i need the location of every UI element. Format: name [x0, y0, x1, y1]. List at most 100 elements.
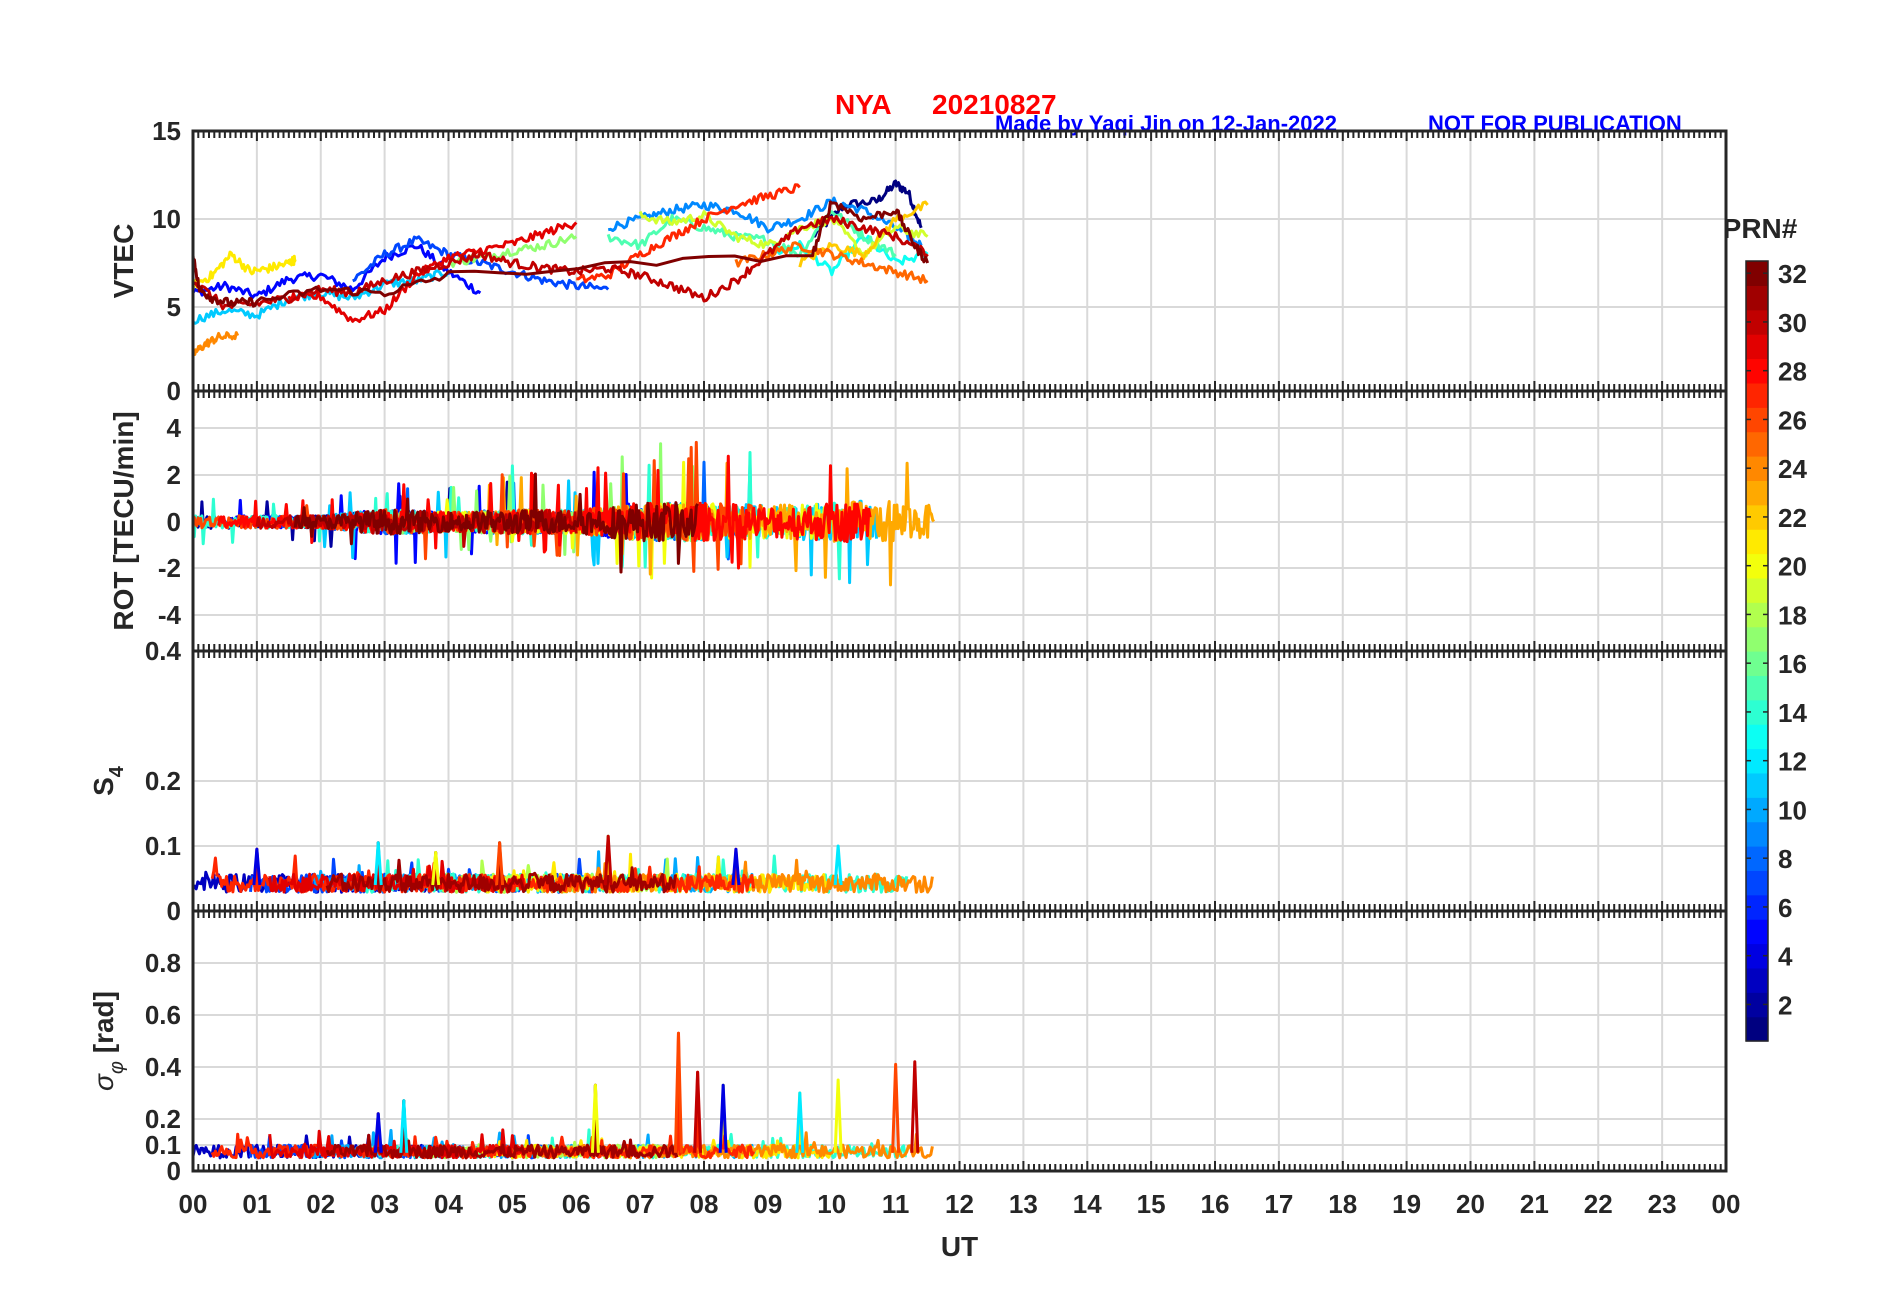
colorbar-segment: [1746, 651, 1768, 676]
x-tick-label: 02: [306, 1189, 335, 1219]
y-tick-label: 2: [167, 460, 181, 490]
x-tick-label: 05: [498, 1189, 527, 1219]
colorbar-segment: [1746, 261, 1768, 286]
x-tick-label: 23: [1648, 1189, 1677, 1219]
x-tick-label: 17: [1264, 1189, 1293, 1219]
sigma_phi-peak: [910, 1060, 920, 1153]
colorbar-tick-label: 14: [1778, 698, 1807, 728]
vtec-series-prn-27: [576, 183, 801, 284]
x-tick-label: 10: [817, 1189, 846, 1219]
panel-sigma_phi: 00.10.2 0.4 0.6 0.8 σφ [rad]: [88, 909, 1728, 1186]
x-tick-label: 01: [242, 1189, 271, 1219]
x-tick-label: 11: [882, 1189, 910, 1219]
vtec-series-prn-21: [193, 250, 297, 290]
colorbar-segment: [1746, 675, 1768, 701]
vtec-series-prn-30: [193, 214, 929, 311]
x-tick-label: 00: [179, 1189, 208, 1219]
vtec-series-prn-15: [606, 210, 897, 258]
colorbar-segment: [1746, 309, 1768, 335]
colorbar-segment: [1746, 382, 1768, 408]
colorbar-segment: [1746, 894, 1768, 920]
colorbar-segment: [1746, 626, 1768, 652]
vtec-series-prn-5: [193, 243, 482, 300]
title-date: 20210827: [932, 89, 1057, 120]
colorbar-segment: [1746, 602, 1768, 628]
x-tick-label: 22: [1584, 1189, 1613, 1219]
y-tick-label: 0.4: [145, 636, 182, 666]
x-tick-label: 14: [1073, 1189, 1102, 1219]
colorbar-tick-label: 16: [1778, 649, 1807, 679]
x-tick-label: 04: [434, 1189, 463, 1219]
sigma_phi-peak: [399, 1099, 409, 1153]
vtec-series-prn-25: [734, 241, 929, 284]
x-tick-label: 20: [1456, 1189, 1485, 1219]
x-tick-label: 16: [1201, 1189, 1230, 1219]
colorbar-tick-label: 10: [1778, 795, 1807, 825]
y-tick-label: 0: [167, 1156, 181, 1186]
x-minor-ticks: [192, 911, 1727, 1171]
colorbar-segment: [1746, 480, 1768, 506]
colorbar-segment: [1746, 699, 1768, 725]
panel-vtec: 0 5 10 15 VTEC: [108, 116, 1728, 406]
colorbar-segment: [1746, 821, 1768, 847]
colorbar-segment: [1746, 285, 1768, 311]
plot-area: [193, 1031, 934, 1160]
sigma_phi-peak: [693, 1070, 703, 1153]
y-tick-label: 0: [167, 376, 181, 406]
x-tick-label: 12: [945, 1189, 974, 1219]
colorbar-tick-label: 20: [1778, 552, 1807, 582]
colorbar-segment: [1746, 772, 1768, 798]
colorbar-segment: [1746, 992, 1768, 1018]
sigma_phi-series-prn-31: [325, 1083, 679, 1160]
colorbar-segment: [1746, 504, 1768, 530]
sigma_phi-peak: [795, 1091, 805, 1153]
colorbar-segment: [1746, 358, 1768, 384]
colorbar-segment: [1746, 334, 1768, 360]
s4-peak: [495, 841, 505, 886]
sigma_phi-peak: [673, 1031, 683, 1153]
x-axis-label: UT: [941, 1231, 978, 1262]
colorbar-tick-label: 12: [1778, 747, 1807, 777]
y-tick-label: 0.4: [145, 1052, 182, 1082]
y-tick-label: -4: [158, 600, 182, 630]
colorbar-tick-label: 24: [1778, 454, 1807, 484]
s4-peak: [833, 844, 843, 886]
colorbar-segment: [1746, 407, 1768, 433]
x-minor-ticks: [192, 651, 1727, 911]
x-minor-ticks: [192, 131, 1727, 391]
vtec-series-prn-32: [193, 200, 930, 308]
sigma_phi-peak: [590, 1083, 600, 1153]
x-minor-ticks: [192, 391, 1727, 651]
y-tick-label: 0: [167, 896, 181, 926]
x-tick-label: 13: [1009, 1189, 1038, 1219]
panel-s4: 0 0.1 0.2 0.4 S4: [88, 636, 1728, 926]
colorbar-segment: [1746, 1016, 1768, 1042]
colorbar-segment: [1746, 919, 1768, 945]
vtec-series-prn-7: [352, 235, 610, 291]
x-tick-label: 08: [690, 1189, 719, 1219]
y-tick-label: 0.8: [145, 948, 181, 978]
plot-area: [193, 440, 936, 587]
colorbar-segment: [1746, 748, 1768, 774]
x-tick-label: 00: [1712, 1189, 1741, 1219]
colorbar-label: PRN#: [1723, 213, 1798, 244]
y-tick-label: 0.1: [145, 1130, 181, 1160]
rot-series-prn-32: [293, 472, 699, 574]
colorbar-tick-label: 2: [1778, 990, 1792, 1020]
sigma_phi-peak: [373, 1112, 383, 1153]
s4-peak: [603, 834, 613, 886]
y-tick-label: 0.2: [145, 1104, 181, 1134]
y-axis-label: VTEC: [108, 224, 139, 299]
colorbar-segment: [1746, 456, 1768, 481]
plot-area: [193, 179, 930, 356]
s4-peak: [731, 847, 741, 886]
y-tick-label: -2: [158, 553, 181, 583]
colorbar-tick-label: 26: [1778, 405, 1807, 435]
y-axis-label: σφ [rad]: [88, 991, 128, 1091]
sigma_phi-peak: [718, 1083, 728, 1153]
colorbar-tick-label: 6: [1778, 893, 1792, 923]
colorbar-tick-label: 4: [1778, 942, 1793, 972]
